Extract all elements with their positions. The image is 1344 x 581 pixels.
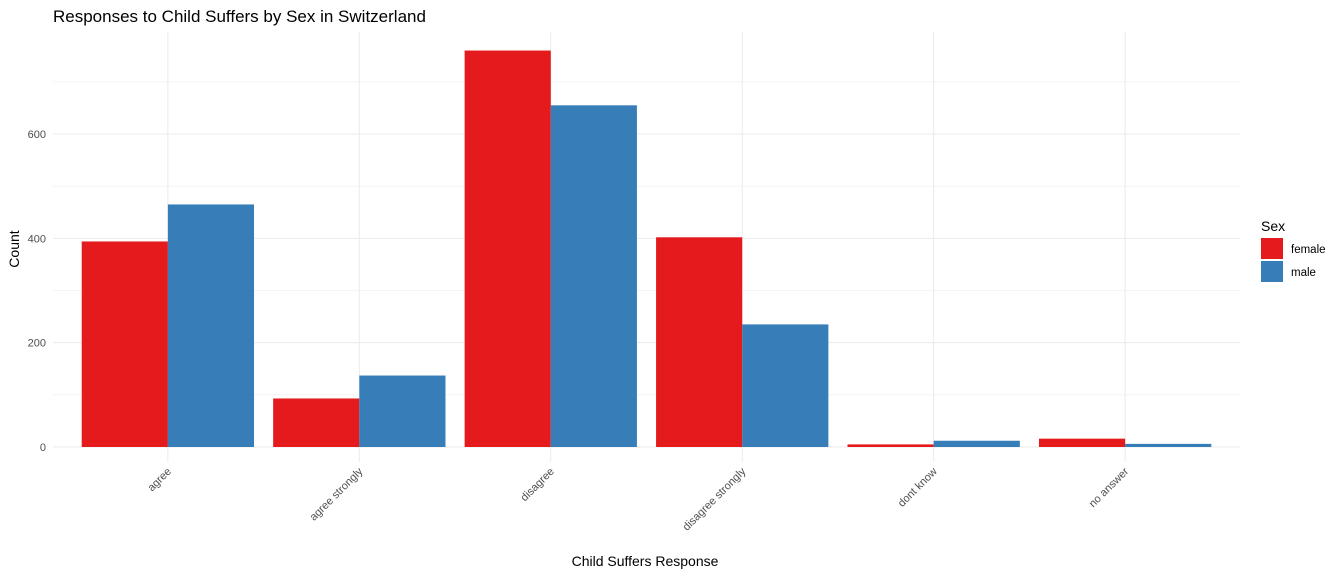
x-tick-label: agree [146, 466, 174, 494]
bar-female-agree-strongly [273, 398, 360, 447]
bar-female-disagree [464, 50, 551, 448]
bars [81, 50, 1212, 448]
y-tick-label: 200 [28, 338, 46, 350]
x-tick-label: agree strongly [308, 465, 366, 523]
x-tick-label: dont know [896, 466, 940, 510]
legend-swatch-female [1261, 238, 1283, 259]
y-axis-ticks: 0 200 400 600 [28, 129, 46, 454]
bar-male-no-answer [1125, 443, 1212, 447]
x-tick-label: disagree strongly [681, 465, 749, 533]
x-axis-label: Child Suffers Response [572, 553, 719, 569]
bar-female-no-answer [1038, 438, 1126, 447]
legend: Sex female male [1261, 218, 1326, 282]
bar-female-agree [81, 241, 168, 447]
bar-female-dont-know [847, 444, 934, 447]
bar-male-disagree-strongly [742, 324, 829, 447]
bar-male-dont-know [933, 440, 1020, 447]
y-tick-label: 0 [40, 442, 46, 454]
y-axis-label: Count [6, 230, 22, 267]
legend-title: Sex [1261, 218, 1285, 234]
x-tick-label: no answer [1087, 465, 1132, 510]
bar-male-agree-strongly [359, 375, 446, 447]
legend-swatch-male [1261, 261, 1283, 282]
legend-label-male: male [1291, 267, 1316, 279]
y-tick-label: 600 [28, 129, 46, 141]
y-tick-label: 400 [28, 233, 46, 245]
legend-label-female: female [1291, 244, 1326, 256]
bar-female-disagree-strongly [656, 237, 743, 447]
x-tick-label: disagree [519, 466, 557, 504]
bar-male-agree [167, 204, 255, 447]
bar-male-disagree [550, 105, 637, 447]
chart-title: Responses to Child Suffers by Sex in Swi… [53, 7, 426, 26]
x-axis-ticks: agree agree strongly disagree disagree stro… [146, 465, 1132, 533]
